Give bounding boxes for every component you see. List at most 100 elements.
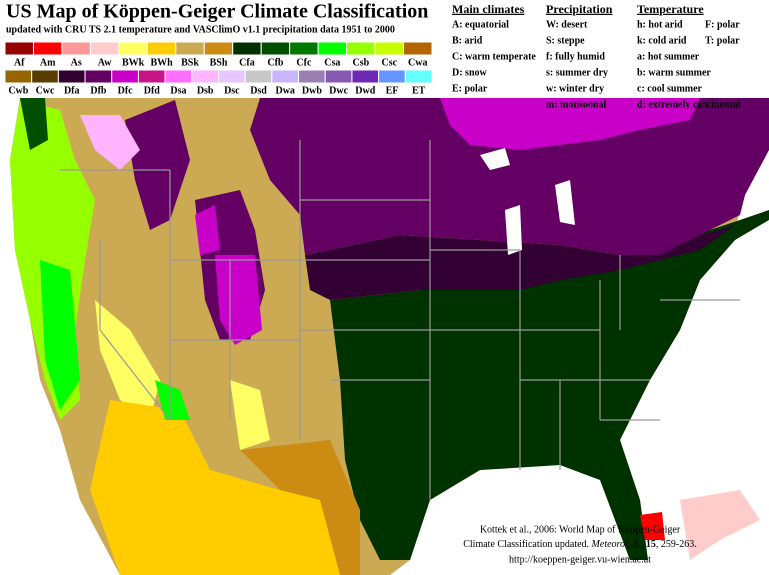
key-heading: Precipitation bbox=[546, 2, 613, 16]
region-bwk-nm bbox=[230, 380, 270, 450]
region-dsb bbox=[80, 115, 140, 170]
key-heading: Main climates bbox=[452, 2, 525, 16]
legend-swatch bbox=[374, 41, 405, 56]
legend-label: Aw bbox=[98, 57, 112, 68]
title: US Map of Köppen-Geiger Climate Classifi… bbox=[6, 1, 428, 23]
legend-label: Csb bbox=[352, 57, 369, 68]
credit-journal: Meteorol. Z. bbox=[591, 539, 641, 550]
key-item: h: hot arid bbox=[637, 19, 683, 30]
legend-label: Cfb bbox=[267, 57, 284, 68]
key-item: k: cold arid bbox=[637, 35, 687, 46]
legend-label: Dwd bbox=[355, 85, 375, 96]
key-item: B: arid bbox=[452, 35, 483, 46]
region-bwk bbox=[95, 300, 160, 420]
legend-label: Dwb bbox=[302, 85, 322, 96]
lake bbox=[505, 205, 522, 255]
credit: Kottek et al., 2006: World Map of Köppen… bbox=[480, 524, 681, 535]
legend-label: Cwb bbox=[8, 85, 28, 96]
legend-swatch bbox=[271, 69, 300, 84]
key-item: m: monsoonal bbox=[546, 99, 607, 110]
legend-swatch bbox=[317, 41, 348, 56]
legend-label: Dfc bbox=[118, 85, 134, 96]
legend-label: Dwc bbox=[329, 85, 348, 96]
region-csa bbox=[40, 260, 80, 410]
credit-url: http://koeppen-geiger.vu-wien.ac.at bbox=[509, 554, 651, 565]
credit-text: Climate Classification updated. bbox=[463, 539, 589, 550]
legend-swatch bbox=[324, 69, 353, 84]
state-borders bbox=[60, 140, 740, 500]
legend-swatch bbox=[84, 69, 113, 84]
legend-label: Cfc bbox=[296, 57, 312, 68]
key-item: b: warm summer bbox=[637, 67, 711, 78]
key-item: f: fully humid bbox=[546, 51, 605, 62]
legend-label: ET bbox=[412, 85, 426, 96]
legend-swatch bbox=[32, 41, 63, 56]
legend-label: Dsb bbox=[197, 85, 214, 96]
region-dfc bbox=[440, 98, 700, 150]
legend-swatch bbox=[57, 69, 86, 84]
legend-label: Dsa bbox=[170, 85, 186, 96]
legend-label: As bbox=[71, 57, 82, 68]
legend-label: Dfb bbox=[90, 85, 107, 96]
legend-label: EF bbox=[386, 85, 399, 96]
legend-label: BWk bbox=[122, 57, 145, 68]
key-item: C: warm temperate bbox=[452, 51, 536, 62]
legend-swatch bbox=[4, 69, 33, 84]
key-item: D: snow bbox=[452, 67, 488, 78]
region-cfa bbox=[330, 210, 769, 560]
key-item: w: winter dry bbox=[546, 83, 604, 94]
lake bbox=[480, 148, 510, 170]
legend-label: Dwa bbox=[275, 85, 294, 96]
legend-swatch bbox=[118, 41, 148, 56]
legend-swatch bbox=[137, 69, 166, 84]
key-item: A: equatorial bbox=[452, 19, 509, 30]
subtitle: updated with CRU TS 2.1 temperature and … bbox=[6, 24, 395, 35]
region-aw bbox=[680, 490, 760, 560]
key-item: E: polar bbox=[452, 83, 488, 94]
key-heading: Temperature bbox=[637, 2, 704, 16]
legend-label: Csc bbox=[382, 57, 398, 68]
legend-swatch bbox=[111, 69, 139, 84]
legend-swatch bbox=[89, 41, 120, 56]
legend-swatch bbox=[378, 69, 406, 84]
legend-label: BSk bbox=[181, 57, 199, 68]
legend-swatch bbox=[218, 69, 246, 84]
region-bsh bbox=[240, 440, 360, 575]
region-cfb bbox=[20, 98, 48, 150]
legend-label: BSh bbox=[210, 57, 228, 68]
legend: Af Am As Aw BWk BWh BSk BSh Cfa Cfb Cfc Csa Csb Csc Cw… bbox=[4, 41, 433, 96]
legend-swatch bbox=[351, 69, 380, 84]
legend-label: Cwc bbox=[36, 85, 55, 96]
key-item: W: desert bbox=[546, 19, 588, 30]
legend-swatch bbox=[232, 41, 262, 56]
legend-label: Am bbox=[40, 57, 56, 68]
lake bbox=[555, 180, 575, 225]
legend-swatch bbox=[164, 69, 193, 84]
key-item: S: steppe bbox=[546, 35, 585, 46]
region-dfb bbox=[250, 98, 769, 255]
legend-label: Dsd bbox=[250, 85, 267, 96]
legend-swatch bbox=[31, 69, 59, 84]
region-csa-az bbox=[155, 380, 190, 420]
legend-swatch bbox=[4, 41, 34, 56]
region-bwh bbox=[90, 400, 340, 575]
legend-label: Af bbox=[14, 57, 25, 68]
map bbox=[10, 98, 769, 575]
key-item: s: summer dry bbox=[546, 67, 608, 78]
credit-text: , bbox=[641, 539, 644, 550]
key-item: d: extremely continental bbox=[637, 99, 741, 110]
legend-label: Dfd bbox=[144, 85, 161, 96]
legend-label: Csa bbox=[324, 57, 340, 68]
region-am bbox=[640, 512, 665, 540]
credit-volume: 15 bbox=[646, 539, 656, 550]
key-item: T: polar bbox=[705, 35, 740, 46]
legend-label: Dfa bbox=[64, 85, 80, 96]
region-dfb-nw bbox=[125, 100, 190, 230]
region-dfc-wy bbox=[195, 205, 220, 255]
legend-label: Dsc bbox=[224, 85, 240, 96]
legend-swatch bbox=[244, 69, 273, 84]
legend-swatch bbox=[175, 41, 205, 56]
legend-swatch bbox=[298, 69, 326, 84]
legend-swatch bbox=[260, 41, 291, 56]
legend-label: Cfa bbox=[239, 57, 255, 68]
